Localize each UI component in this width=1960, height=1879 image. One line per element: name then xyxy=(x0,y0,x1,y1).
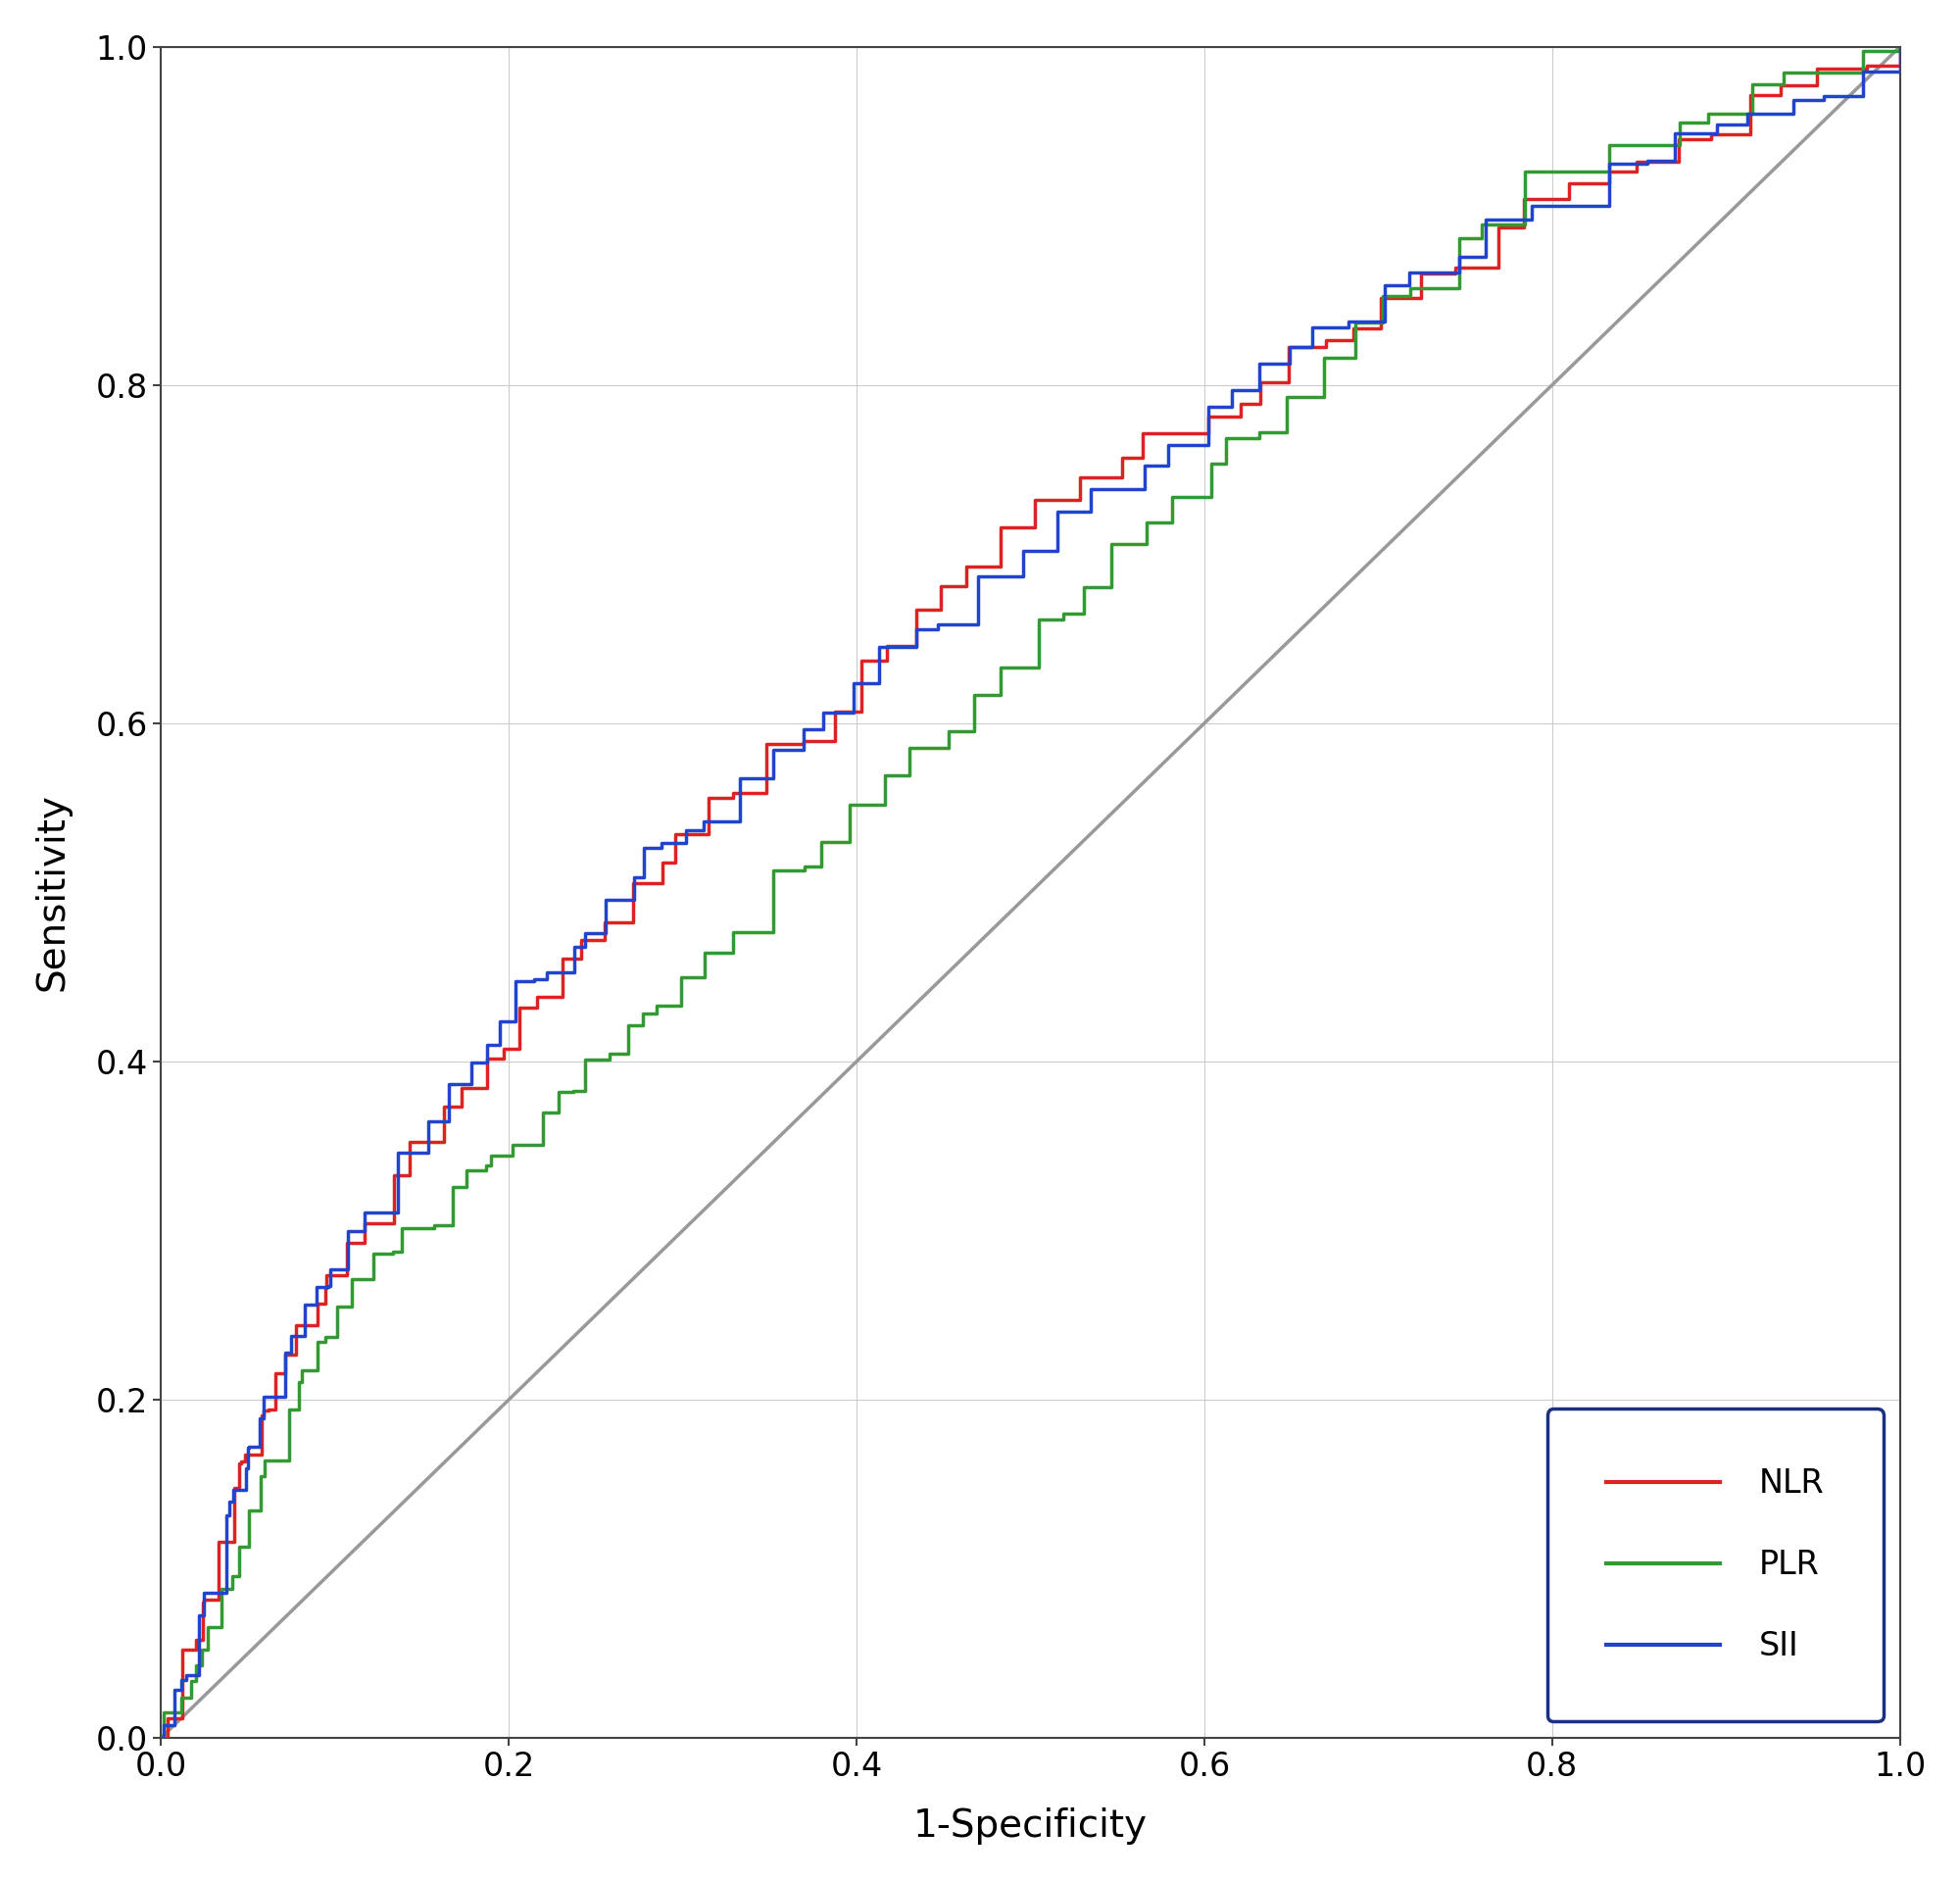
NLR xyxy=(1666,128,1690,150)
NLR xyxy=(1131,423,1154,445)
NLR xyxy=(314,1276,337,1298)
NLR xyxy=(1856,54,1880,77)
SII xyxy=(1664,122,1688,145)
NLR xyxy=(1486,257,1509,280)
NLR xyxy=(149,1727,172,1749)
SII xyxy=(149,1727,172,1749)
Line: SII: SII xyxy=(161,47,1899,1738)
NLR xyxy=(1278,370,1301,393)
PLR xyxy=(1470,227,1494,250)
Line: NLR: NLR xyxy=(161,47,1899,1738)
PLR xyxy=(1135,511,1158,534)
PLR xyxy=(1850,39,1874,62)
PLR xyxy=(1274,421,1298,443)
SII xyxy=(1887,36,1911,58)
SII xyxy=(1474,246,1497,269)
Y-axis label: Sensitivity: Sensitivity xyxy=(33,793,71,992)
PLR xyxy=(1668,111,1691,133)
SII xyxy=(1133,455,1156,477)
Legend: NLR, PLR, SII: NLR, PLR, SII xyxy=(1546,1409,1884,1721)
NLR xyxy=(1887,36,1911,58)
PLR xyxy=(314,1330,337,1353)
PLR xyxy=(1887,36,1911,58)
PLR xyxy=(149,1727,172,1749)
X-axis label: 1-Specificity: 1-Specificity xyxy=(913,1808,1147,1845)
SII xyxy=(1850,60,1874,83)
Line: PLR: PLR xyxy=(161,47,1899,1738)
SII xyxy=(1278,353,1301,376)
SII xyxy=(318,1276,341,1298)
